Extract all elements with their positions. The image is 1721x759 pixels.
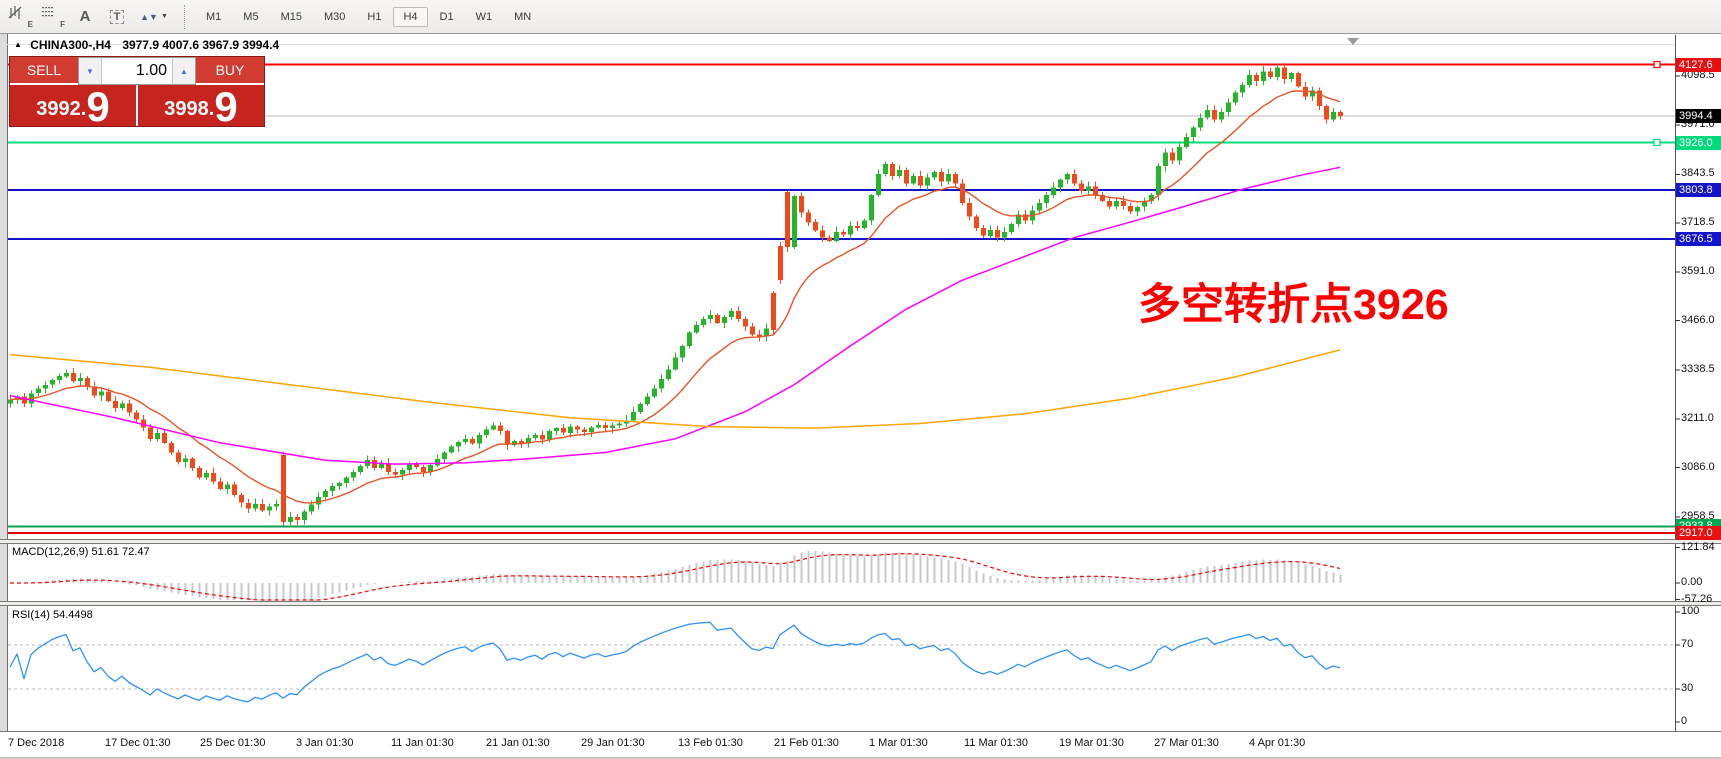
toolbar: E F A T ▲▼ ▼ M1 M5 M15 M30 H1 H4 D1 W1 MN — [0, 0, 1721, 34]
date-tick-label: 11 Mar 01:30 — [964, 737, 1029, 749]
macd-label: MACD(12,26,9) 51.61 72.47 — [12, 546, 150, 558]
macd-panel-splitter[interactable] — [0, 539, 1721, 544]
chart-title: ▲ CHINA300-,H4 3977.9 4007.6 3967.9 3994… — [14, 38, 279, 52]
macd-tick-label: 0.00 — [1681, 576, 1703, 588]
price-badge: 4127.6 — [1676, 57, 1721, 72]
left-gutter — [0, 34, 8, 759]
symbol-label: CHINA300-,H4 — [30, 38, 111, 52]
date-tick-label: 21 Feb 01:30 — [774, 737, 839, 749]
sell-button[interactable]: SELL — [10, 57, 78, 85]
timeframe-button-m30[interactable]: M30 — [323, 10, 346, 23]
date-tick-label: 7 Dec 2018 — [8, 737, 65, 749]
rsi-label: RSI(14) 54.4498 — [12, 609, 93, 621]
price-badge: 3676.5 — [1676, 232, 1721, 247]
date-tick-label: 21 Jan 01:30 — [486, 737, 550, 749]
volume-decrease-icon[interactable]: ▼ — [79, 58, 102, 84]
chart-shift-marker[interactable] — [1347, 38, 1359, 45]
rsi-tick-label: 30 — [1681, 682, 1694, 694]
trade-panel-price-row: 3992 . 9 3998 . 9 — [10, 83, 264, 131]
timeframe-bar: M1 M5 M15 M30 H1 H4 D1 W1 MN — [195, 6, 542, 27]
timeframe-button-mn[interactable]: MN — [514, 10, 532, 23]
timeframe-button-h1[interactable]: H1 — [367, 10, 382, 23]
rsi-tick-label: 70 — [1681, 638, 1694, 650]
price-badge: 3803.8 — [1676, 182, 1721, 197]
timeframe-button-m1[interactable]: M1 — [206, 10, 222, 23]
price-tick-label: 3086.0 — [1681, 460, 1715, 473]
price-tick-label: 3338.5 — [1681, 362, 1715, 375]
date-tick-label: 27 Mar 01:30 — [1154, 737, 1219, 749]
price-divider — [136, 85, 138, 126]
price-tick-label: 3843.5 — [1681, 167, 1715, 180]
price-tick-label: 2958.5 — [1681, 509, 1715, 522]
buy-price[interactable]: 3998 . 9 — [164, 83, 238, 131]
ohlc-values: 3977.9 4007.6 3967.9 3994.4 — [122, 38, 280, 52]
time-axis-strip[interactable] — [0, 731, 1721, 757]
trade-panel-top-row: SELL ▼ 1.00 ▲ BUY — [10, 57, 264, 85]
date-tick-label: 29 Jan 01:30 — [581, 737, 645, 749]
date-tick-label: 19 Mar 01:30 — [1059, 737, 1124, 749]
rsi-panel-splitter[interactable] — [0, 601, 1721, 606]
timeframe-button-h4[interactable]: H4 — [393, 6, 428, 27]
rsi-tick-label: 0 — [1681, 715, 1688, 727]
price-badge: 3926.0 — [1676, 135, 1721, 150]
date-tick-label: 1 Mar 01:30 — [869, 737, 928, 749]
collapse-trade-panel-icon[interactable]: ▲ — [14, 40, 22, 49]
price-tick-label: 3718.5 — [1681, 215, 1715, 228]
buy-button[interactable]: BUY — [196, 57, 264, 85]
price-tick-label: 3211.0 — [1681, 412, 1714, 425]
macd-tick-label: -57.26 — [1681, 592, 1713, 605]
date-tick-label: 11 Jan 01:30 — [391, 737, 454, 749]
text-label-icon[interactable]: A — [79, 8, 91, 25]
price-tick-label: 4098.5 — [1681, 68, 1715, 81]
timeframe-button-d1[interactable]: D1 — [439, 10, 454, 23]
chart-window — [0, 34, 1721, 759]
grid-icon[interactable]: F — [40, 5, 66, 29]
volume-increase-icon[interactable]: ▲ — [172, 58, 195, 84]
date-tick-label: 4 Apr 01:30 — [1249, 737, 1306, 749]
chart-text-annotation[interactable]: 多空转折点3926 — [1138, 281, 1449, 329]
price-badge: 3994.4 — [1676, 109, 1721, 124]
price-tick-label: 3591.0 — [1681, 265, 1715, 278]
chart-objects-icon[interactable]: E — [8, 5, 34, 29]
timeframe-button-m5[interactable]: M5 — [243, 10, 259, 23]
macd-tick-label: 121.84 — [1681, 540, 1715, 553]
timeframe-button-w1[interactable]: W1 — [475, 10, 493, 23]
price-tick-label: 3466.0 — [1681, 313, 1715, 326]
window-bottom-edge — [0, 757, 1721, 759]
date-tick-label: 17 Dec 01:30 — [105, 737, 171, 749]
text-box-icon[interactable]: T — [104, 5, 130, 29]
volume-input[interactable]: 1.00 — [135, 62, 167, 79]
sell-price[interactable]: 3992 . 9 — [36, 83, 110, 131]
arrange-arrows-icon[interactable]: ▲▼ ▼ — [140, 11, 168, 22]
date-tick-label: 13 Feb 01:30 — [678, 737, 743, 749]
volume-spinner: ▼ 1.00 ▲ — [78, 57, 196, 85]
toolbar-separator — [184, 4, 185, 29]
date-tick-label: 3 Jan 01:30 — [296, 737, 354, 749]
date-tick-label: 25 Dec 01:30 — [200, 737, 266, 749]
one-click-trade-panel: SELL ▼ 1.00 ▲ BUY 3992 . 9 3998 . 9 — [9, 56, 265, 131]
timeframe-button-m15[interactable]: M15 — [280, 10, 302, 23]
price-badge: 2917.0 — [1676, 525, 1721, 540]
rsi-tick-label: 100 — [1681, 605, 1700, 617]
